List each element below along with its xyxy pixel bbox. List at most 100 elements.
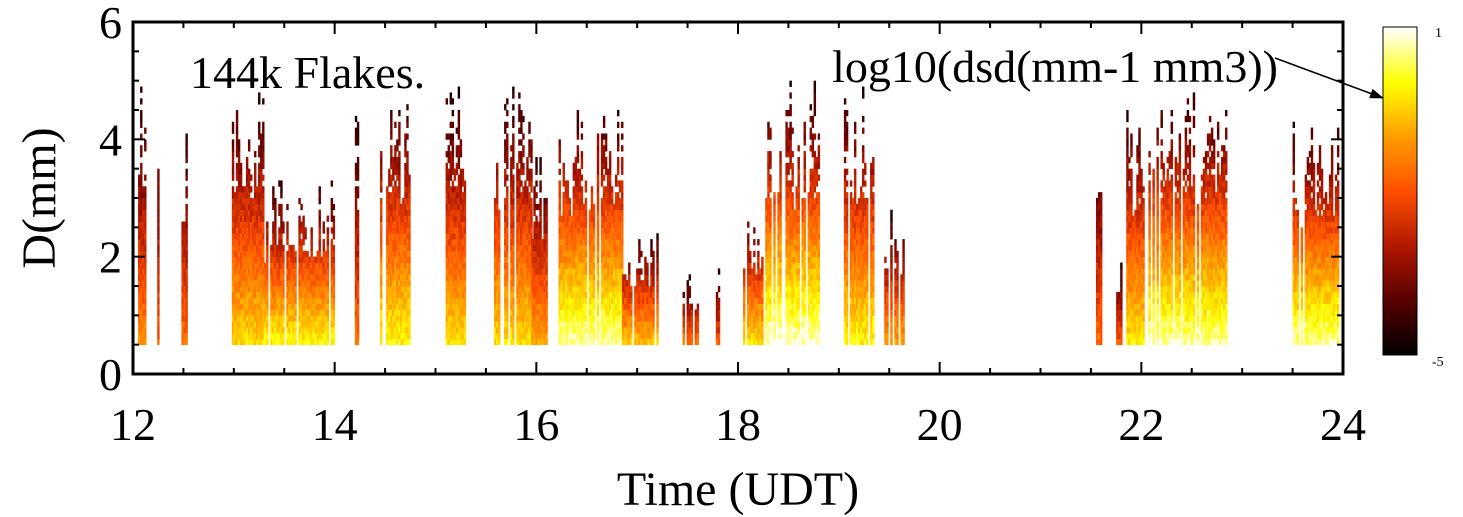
dsd-cell [803, 244, 806, 252]
dsd-cell [617, 262, 620, 269]
dsd-cell [853, 209, 857, 216]
dsd-cell [282, 244, 285, 252]
dsd-cell [576, 221, 580, 228]
dsd-cell [324, 291, 327, 299]
dsd-cell [773, 297, 776, 304]
dsd-cell [392, 198, 395, 205]
dsd-cell [530, 180, 533, 187]
dsd-cell [404, 291, 407, 299]
dsd-cell [390, 110, 393, 117]
dsd-cell [318, 256, 321, 263]
dsd-cell [316, 256, 319, 263]
dsd-cell [531, 303, 534, 310]
dsd-cell [235, 127, 239, 134]
dsd-cell [237, 145, 241, 152]
dsd-cell [280, 332, 283, 340]
dsd-cell [570, 309, 574, 316]
dsd-cell [241, 192, 245, 199]
dsd-cell [843, 209, 847, 216]
dsd-cell [400, 338, 403, 346]
dsd-cell [324, 268, 327, 275]
dsd-cell [849, 244, 853, 252]
dsd-cell [237, 280, 241, 287]
dsd-cell [588, 280, 592, 287]
dsd-cell [638, 297, 641, 304]
dsd-cell [537, 250, 540, 258]
dsd-cell [394, 297, 397, 304]
dsd-cell [518, 327, 521, 334]
dsd-cell [604, 168, 608, 175]
dsd-cell [789, 268, 792, 275]
dsd-cell [445, 303, 448, 310]
dsd-cell [142, 209, 145, 216]
dsd-cell [354, 239, 358, 246]
dsd-cell [650, 303, 653, 310]
dsd-cell [310, 286, 313, 293]
dsd-cell [142, 198, 145, 205]
dsd-cell [789, 110, 792, 117]
dsd-cell [767, 256, 770, 263]
dsd-cell [793, 332, 796, 340]
dsd-cell [237, 274, 241, 281]
dsd-cell [813, 274, 817, 281]
dsd-cell [447, 186, 451, 193]
dsd-cell [769, 127, 772, 134]
dsd-cell [506, 256, 509, 263]
dsd-cell [541, 274, 544, 281]
dsd-cell [761, 309, 764, 316]
dsd-cell [624, 297, 627, 304]
dsd-cell [185, 203, 188, 211]
dsd-cell [543, 268, 546, 275]
dsd-cell [604, 332, 608, 340]
dsd-cell [280, 227, 283, 234]
dsd-cell [288, 250, 291, 258]
dsd-cell [592, 315, 596, 322]
dsd-cell [717, 286, 721, 293]
dsd-cell [564, 291, 567, 299]
dsd-cell [803, 215, 806, 222]
dsd-cell [793, 303, 796, 310]
dsd-cell [394, 180, 397, 187]
dsd-cell [582, 297, 586, 304]
dsd-cell [570, 303, 574, 310]
dsd-cell [558, 303, 561, 310]
dsd-cell [749, 291, 752, 299]
dsd-cell [530, 139, 533, 146]
dsd-cell [608, 239, 612, 246]
dsd-cell [144, 221, 147, 228]
dsd-cell [574, 321, 578, 328]
dsd-cell [231, 151, 235, 158]
dsd-cell [574, 338, 578, 346]
dsd-cell [855, 280, 859, 287]
dsd-cell [528, 233, 531, 240]
dsd-cell [235, 233, 239, 240]
dsd-cell [247, 192, 251, 199]
dsd-cell [715, 321, 719, 328]
dsd-cell [322, 291, 325, 299]
dsd-cell [797, 262, 800, 269]
dsd-cell [449, 262, 453, 269]
dsd-cell [254, 227, 257, 234]
dsd-cell [624, 274, 627, 281]
dsd-cell [520, 256, 523, 263]
dsd-cell [310, 303, 313, 310]
dsd-cell [274, 338, 277, 346]
dsd-cell [612, 303, 616, 310]
dsd-cell [590, 186, 594, 193]
dsd-cell [402, 327, 405, 334]
dsd-cell [853, 321, 857, 328]
dsd-cell [640, 280, 643, 287]
dsd-cell [612, 286, 616, 293]
dsd-cell [332, 203, 336, 211]
dsd-cell [402, 203, 405, 211]
dsd-cell [290, 321, 293, 328]
dsd-cell [817, 297, 821, 304]
dsd-cell [241, 221, 245, 228]
dsd-cell [526, 291, 529, 299]
dsd-cell [588, 262, 592, 269]
dsd-cell [797, 180, 800, 187]
dsd-cell [791, 168, 794, 175]
dsd-cell [606, 332, 610, 340]
dsd-cell [813, 151, 817, 158]
dsd-cell [558, 321, 561, 328]
